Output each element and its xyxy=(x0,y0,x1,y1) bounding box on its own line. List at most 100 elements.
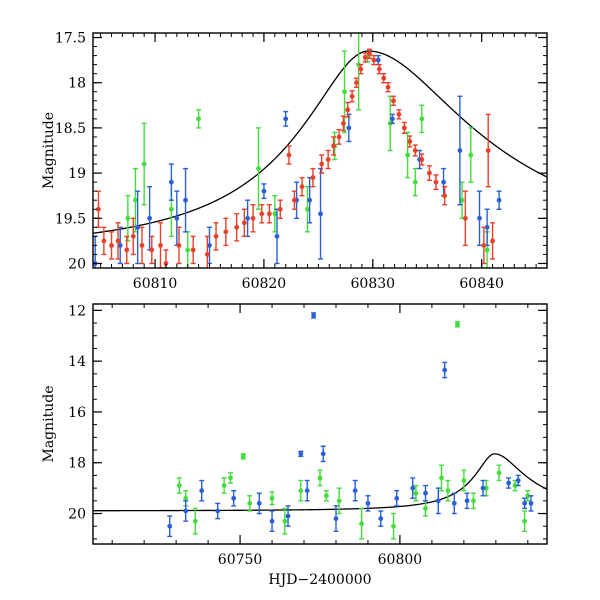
point-marker xyxy=(468,152,474,158)
y-tick-label: 20 xyxy=(68,507,86,523)
point-marker xyxy=(147,215,153,221)
data-point xyxy=(250,204,256,233)
data-point xyxy=(381,72,387,84)
point-marker xyxy=(496,470,502,476)
series-points xyxy=(125,33,490,268)
point-marker xyxy=(183,197,188,203)
point-marker xyxy=(269,518,275,524)
point-marker xyxy=(307,197,313,203)
data-point xyxy=(522,510,528,533)
point-marker xyxy=(323,493,329,499)
data-point xyxy=(528,495,534,512)
data-point xyxy=(484,208,490,247)
point-marker xyxy=(358,66,364,72)
point-marker xyxy=(240,453,246,459)
y-tick-label: 17.5 xyxy=(55,31,86,47)
data-point xyxy=(141,122,147,206)
point-marker xyxy=(298,488,304,494)
data-points-layer xyxy=(93,33,502,268)
point-marker xyxy=(245,215,250,221)
point-marker xyxy=(376,66,382,72)
y-tick-label: 18 xyxy=(68,76,86,92)
data-point xyxy=(433,174,439,191)
data-point xyxy=(345,101,351,118)
data-point xyxy=(227,472,233,484)
point-marker xyxy=(125,215,131,221)
point-marker xyxy=(439,475,444,481)
point-marker xyxy=(259,211,265,217)
point-marker xyxy=(525,493,531,499)
point-marker xyxy=(141,161,147,167)
point-marker xyxy=(183,508,189,514)
data-point xyxy=(269,510,275,533)
data-point xyxy=(336,129,342,145)
data-point xyxy=(307,176,313,224)
data-point xyxy=(298,450,304,458)
data-point xyxy=(353,77,359,88)
data-point xyxy=(149,235,155,265)
point-marker xyxy=(204,252,210,257)
data-point xyxy=(480,479,486,497)
data-point xyxy=(367,48,373,60)
point-marker xyxy=(394,495,400,501)
point-marker xyxy=(412,179,418,185)
point-marker xyxy=(317,475,323,481)
data-point xyxy=(525,489,531,502)
data-point xyxy=(241,208,247,238)
data-point xyxy=(101,226,107,256)
data-point xyxy=(358,63,364,75)
x-tick-label: 60800 xyxy=(378,552,423,568)
data-point xyxy=(234,213,240,242)
point-marker xyxy=(333,516,339,522)
point-marker xyxy=(168,179,174,185)
data-point xyxy=(231,489,237,507)
data-point xyxy=(336,487,342,515)
data-point xyxy=(286,145,292,165)
data-point xyxy=(485,113,491,188)
data-point xyxy=(378,510,384,527)
data-point xyxy=(319,154,325,174)
series-points xyxy=(95,48,496,268)
point-marker xyxy=(318,211,323,217)
point-marker xyxy=(461,478,467,483)
point-marker xyxy=(459,197,465,203)
point-marker xyxy=(292,197,297,203)
point-marker xyxy=(405,152,411,158)
data-point xyxy=(396,109,402,120)
point-marker xyxy=(484,224,490,230)
data-point xyxy=(333,505,339,533)
data-point xyxy=(221,477,227,494)
point-marker xyxy=(199,488,205,494)
data-point xyxy=(167,515,173,538)
data-point xyxy=(196,109,202,129)
data-point xyxy=(135,190,141,265)
data-point xyxy=(109,231,115,260)
point-marker xyxy=(183,495,189,501)
point-marker xyxy=(354,80,359,86)
point-marker xyxy=(174,215,180,221)
data-point xyxy=(462,190,468,247)
point-marker xyxy=(285,513,291,519)
point-marker xyxy=(365,500,371,506)
point-marker xyxy=(282,518,288,524)
data-point xyxy=(223,217,229,247)
point-marker xyxy=(269,495,275,501)
data-point xyxy=(325,149,331,170)
point-marker xyxy=(298,451,304,457)
data-point xyxy=(413,484,419,502)
point-marker xyxy=(462,215,468,221)
point-marker xyxy=(359,521,364,527)
point-marker xyxy=(445,488,451,494)
point-marker xyxy=(241,220,247,226)
data-point xyxy=(317,469,323,487)
point-marker xyxy=(484,247,490,253)
data-point xyxy=(341,50,347,134)
point-marker xyxy=(115,238,121,244)
data-point xyxy=(445,479,451,502)
data-point xyxy=(476,190,482,247)
point-marker xyxy=(109,243,114,248)
data-point xyxy=(385,82,391,93)
y-tick-label: 20 xyxy=(68,256,86,272)
point-marker xyxy=(341,120,346,126)
x-tick-label: 60830 xyxy=(351,276,396,292)
